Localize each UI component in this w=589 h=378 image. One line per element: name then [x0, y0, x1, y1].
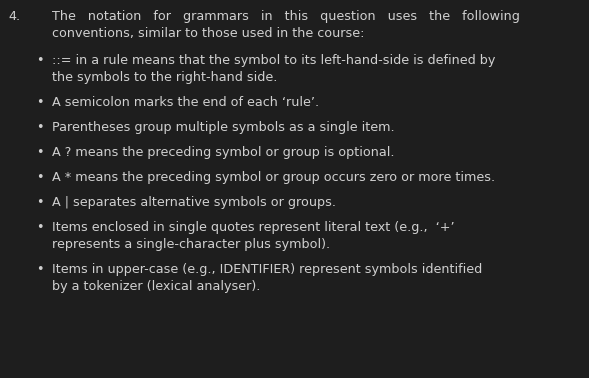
Text: The   notation   for   grammars   in   this   question   uses   the   following: The notation for grammars in this questi… [52, 10, 520, 23]
Text: A ? means the preceding symbol or group is optional.: A ? means the preceding symbol or group … [52, 146, 395, 159]
Text: •: • [36, 96, 44, 109]
Text: •: • [36, 171, 44, 184]
Text: •: • [36, 54, 44, 67]
Text: Items enclosed in single quotes represent literal text (e.g.,  ‘+’: Items enclosed in single quotes represen… [52, 221, 455, 234]
Text: •: • [36, 263, 44, 276]
Text: represents a single-character plus symbol).: represents a single-character plus symbo… [52, 238, 330, 251]
Text: ::= in a rule means that the symbol to its left-hand-side is defined by: ::= in a rule means that the symbol to i… [52, 54, 495, 67]
Text: •: • [36, 221, 44, 234]
Text: •: • [36, 121, 44, 134]
Text: by a tokenizer (lexical analyser).: by a tokenizer (lexical analyser). [52, 280, 260, 293]
Text: A * means the preceding symbol or group occurs zero or more times.: A * means the preceding symbol or group … [52, 171, 495, 184]
Text: •: • [36, 146, 44, 159]
Text: •: • [36, 196, 44, 209]
Text: A semicolon marks the end of each ‘rule’.: A semicolon marks the end of each ‘rule’… [52, 96, 319, 109]
Text: A | separates alternative symbols or groups.: A | separates alternative symbols or gro… [52, 196, 336, 209]
Text: conventions, similar to those used in the course:: conventions, similar to those used in th… [52, 27, 365, 40]
Text: Parentheses group multiple symbols as a single item.: Parentheses group multiple symbols as a … [52, 121, 395, 134]
Text: 4.: 4. [8, 10, 20, 23]
Text: Items in upper-case (e.g., IDENTIFIER) represent symbols identified: Items in upper-case (e.g., IDENTIFIER) r… [52, 263, 482, 276]
Text: the symbols to the right-hand side.: the symbols to the right-hand side. [52, 71, 277, 84]
